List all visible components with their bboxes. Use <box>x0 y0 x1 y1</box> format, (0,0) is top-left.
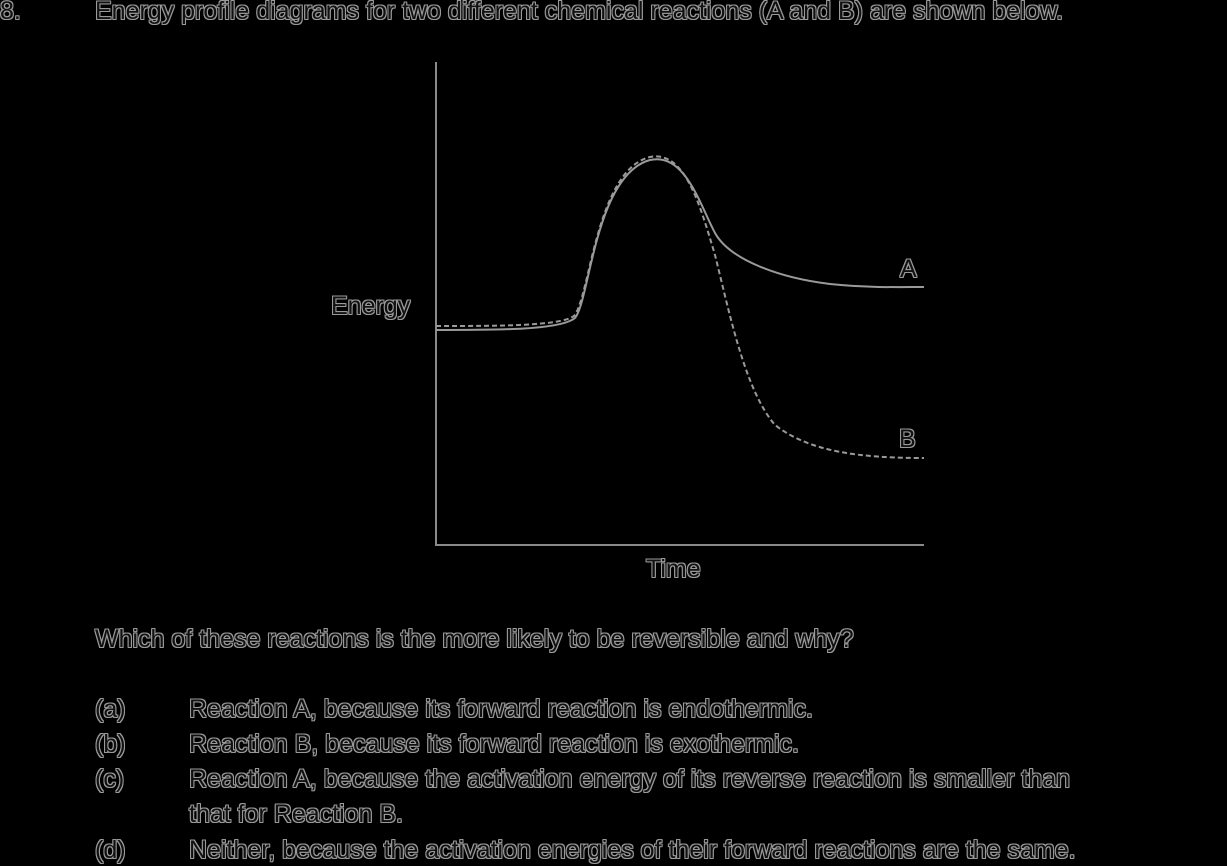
option-text: Neither, because the activation energies… <box>189 836 1076 864</box>
curve-a <box>435 158 925 331</box>
option-text: Reaction B, because its forward reaction… <box>189 730 799 758</box>
option-letter: (b) <box>95 730 126 758</box>
option-letter: (c) <box>95 765 125 793</box>
question-prompt: Which of these reactions is the more lik… <box>95 625 854 653</box>
option-text: Reaction A, because the activation energ… <box>189 765 1071 793</box>
curve-a-label: A <box>900 255 917 283</box>
option-text: Reaction A, because its forward reaction… <box>189 695 813 723</box>
question-number: 8. <box>0 0 21 25</box>
curve-b <box>435 155 925 459</box>
option-letter: (a) <box>95 695 126 723</box>
x-axis-label: Time <box>646 555 701 583</box>
y-axis-label: Energy <box>331 292 411 320</box>
curve-b-label: B <box>899 425 916 453</box>
option-text-continued: that for Reaction B. <box>189 800 404 828</box>
option-letter: (d) <box>95 836 126 864</box>
question-stem: Energy profile diagrams for two differen… <box>95 0 1064 25</box>
